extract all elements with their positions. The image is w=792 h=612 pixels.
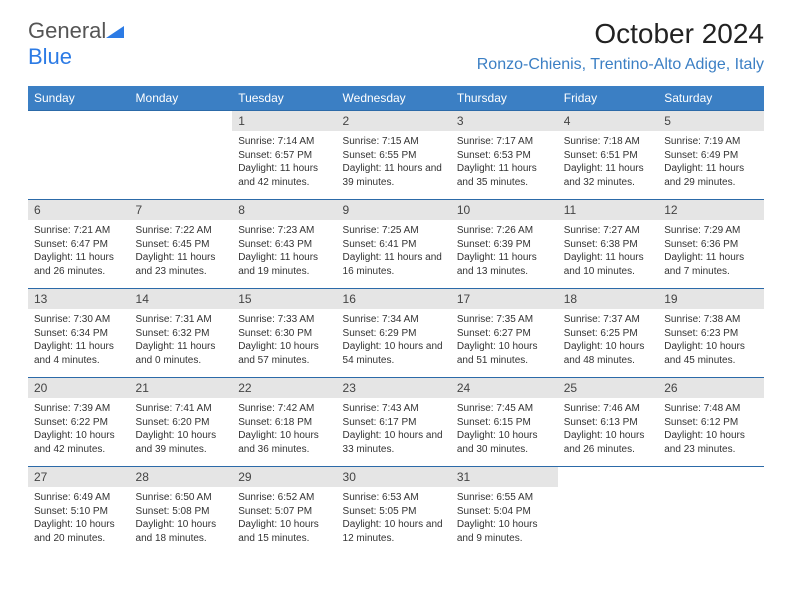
day-info-row: Sunrise: 7:30 AMSunset: 6:34 PMDaylight:…: [28, 309, 764, 378]
day-number: [130, 111, 233, 132]
day-number: 7: [130, 200, 233, 221]
logo-word1: General: [28, 18, 106, 43]
logo: General Blue: [28, 18, 124, 70]
day-info-row: Sunrise: 7:14 AMSunset: 6:57 PMDaylight:…: [28, 131, 764, 200]
day-number: 11: [558, 200, 659, 221]
day-info: Sunrise: 7:41 AMSunset: 6:20 PMDaylight:…: [130, 398, 233, 467]
day-number: 15: [232, 289, 336, 310]
day-number: 30: [337, 467, 451, 488]
day-number-row: 6789101112: [28, 200, 764, 221]
day-info: Sunrise: 6:52 AMSunset: 5:07 PMDaylight:…: [232, 487, 336, 555]
day-number: 21: [130, 378, 233, 399]
logo-text: General Blue: [28, 18, 124, 70]
day-number-row: 12345: [28, 111, 764, 132]
day-number: 17: [451, 289, 558, 310]
day-number: 2: [337, 111, 451, 132]
day-number: 20: [28, 378, 130, 399]
day-info: Sunrise: 7:48 AMSunset: 6:12 PMDaylight:…: [658, 398, 764, 467]
day-number: 28: [130, 467, 233, 488]
dow-saturday: Saturday: [658, 86, 764, 111]
day-info: Sunrise: 7:21 AMSunset: 6:47 PMDaylight:…: [28, 220, 130, 289]
day-number: 5: [658, 111, 764, 132]
day-info-row: Sunrise: 7:39 AMSunset: 6:22 PMDaylight:…: [28, 398, 764, 467]
dow-sunday: Sunday: [28, 86, 130, 111]
logo-triangle-icon: [106, 18, 124, 44]
day-number: 31: [451, 467, 558, 488]
day-info: Sunrise: 7:29 AMSunset: 6:36 PMDaylight:…: [658, 220, 764, 289]
day-number: 27: [28, 467, 130, 488]
day-info: Sunrise: 7:37 AMSunset: 6:25 PMDaylight:…: [558, 309, 659, 378]
day-info: Sunrise: 7:15 AMSunset: 6:55 PMDaylight:…: [337, 131, 451, 200]
day-info-row: Sunrise: 7:21 AMSunset: 6:47 PMDaylight:…: [28, 220, 764, 289]
month-title: October 2024: [477, 18, 764, 50]
location: Ronzo-Chienis, Trentino-Alto Adige, Ital…: [477, 56, 764, 74]
title-block: October 2024 Ronzo-Chienis, Trentino-Alt…: [477, 18, 764, 74]
day-info: Sunrise: 7:14 AMSunset: 6:57 PMDaylight:…: [232, 131, 336, 200]
day-number: 23: [337, 378, 451, 399]
day-info: Sunrise: 7:34 AMSunset: 6:29 PMDaylight:…: [337, 309, 451, 378]
day-info: Sunrise: 7:38 AMSunset: 6:23 PMDaylight:…: [658, 309, 764, 378]
day-number: [558, 467, 659, 488]
day-info: [558, 487, 659, 555]
day-info: [658, 487, 764, 555]
day-info: Sunrise: 7:30 AMSunset: 6:34 PMDaylight:…: [28, 309, 130, 378]
day-number: 9: [337, 200, 451, 221]
day-info: Sunrise: 6:53 AMSunset: 5:05 PMDaylight:…: [337, 487, 451, 555]
day-number: 14: [130, 289, 233, 310]
day-number: 3: [451, 111, 558, 132]
day-number: 24: [451, 378, 558, 399]
day-info: Sunrise: 7:27 AMSunset: 6:38 PMDaylight:…: [558, 220, 659, 289]
day-info: Sunrise: 7:23 AMSunset: 6:43 PMDaylight:…: [232, 220, 336, 289]
day-info: [28, 131, 130, 200]
day-number: 6: [28, 200, 130, 221]
day-info: Sunrise: 7:42 AMSunset: 6:18 PMDaylight:…: [232, 398, 336, 467]
day-number: 12: [658, 200, 764, 221]
day-number: [658, 467, 764, 488]
day-info: Sunrise: 7:43 AMSunset: 6:17 PMDaylight:…: [337, 398, 451, 467]
day-info: Sunrise: 7:17 AMSunset: 6:53 PMDaylight:…: [451, 131, 558, 200]
day-info: Sunrise: 7:25 AMSunset: 6:41 PMDaylight:…: [337, 220, 451, 289]
dow-wednesday: Wednesday: [337, 86, 451, 111]
logo-word2: Blue: [28, 44, 72, 69]
day-number: 4: [558, 111, 659, 132]
day-info: [130, 131, 233, 200]
day-number: [28, 111, 130, 132]
dow-thursday: Thursday: [451, 86, 558, 111]
day-number-row: 20212223242526: [28, 378, 764, 399]
day-info: Sunrise: 7:39 AMSunset: 6:22 PMDaylight:…: [28, 398, 130, 467]
day-number: 22: [232, 378, 336, 399]
day-info: Sunrise: 7:18 AMSunset: 6:51 PMDaylight:…: [558, 131, 659, 200]
day-info: Sunrise: 7:22 AMSunset: 6:45 PMDaylight:…: [130, 220, 233, 289]
day-info: Sunrise: 7:31 AMSunset: 6:32 PMDaylight:…: [130, 309, 233, 378]
day-number: 16: [337, 289, 451, 310]
day-info: Sunrise: 7:45 AMSunset: 6:15 PMDaylight:…: [451, 398, 558, 467]
dow-monday: Monday: [130, 86, 233, 111]
header: General Blue October 2024 Ronzo-Chienis,…: [28, 18, 764, 74]
day-info: Sunrise: 6:49 AMSunset: 5:10 PMDaylight:…: [28, 487, 130, 555]
dow-friday: Friday: [558, 86, 659, 111]
day-number: 1: [232, 111, 336, 132]
day-number: 10: [451, 200, 558, 221]
day-info: Sunrise: 6:50 AMSunset: 5:08 PMDaylight:…: [130, 487, 233, 555]
day-number: 26: [658, 378, 764, 399]
day-number: 19: [658, 289, 764, 310]
day-number-row: 13141516171819: [28, 289, 764, 310]
day-number: 8: [232, 200, 336, 221]
dow-tuesday: Tuesday: [232, 86, 336, 111]
day-info: Sunrise: 6:55 AMSunset: 5:04 PMDaylight:…: [451, 487, 558, 555]
day-number-row: 2728293031: [28, 467, 764, 488]
dow-row: Sunday Monday Tuesday Wednesday Thursday…: [28, 86, 764, 111]
day-number: 18: [558, 289, 659, 310]
calendar-body: 12345Sunrise: 7:14 AMSunset: 6:57 PMDayl…: [28, 111, 764, 556]
day-number: 29: [232, 467, 336, 488]
day-number: 13: [28, 289, 130, 310]
day-info: Sunrise: 7:26 AMSunset: 6:39 PMDaylight:…: [451, 220, 558, 289]
calendar-table: Sunday Monday Tuesday Wednesday Thursday…: [28, 86, 764, 555]
day-info: Sunrise: 7:46 AMSunset: 6:13 PMDaylight:…: [558, 398, 659, 467]
day-info: Sunrise: 7:33 AMSunset: 6:30 PMDaylight:…: [232, 309, 336, 378]
day-info: Sunrise: 7:35 AMSunset: 6:27 PMDaylight:…: [451, 309, 558, 378]
day-info: Sunrise: 7:19 AMSunset: 6:49 PMDaylight:…: [658, 131, 764, 200]
day-number: 25: [558, 378, 659, 399]
day-info-row: Sunrise: 6:49 AMSunset: 5:10 PMDaylight:…: [28, 487, 764, 555]
